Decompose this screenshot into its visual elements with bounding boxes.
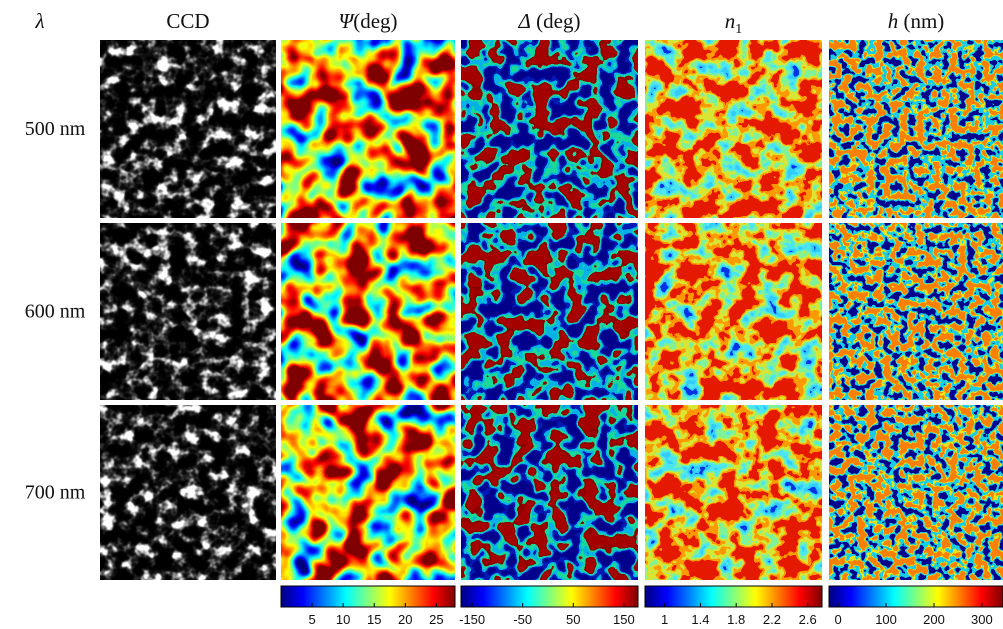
image-panel (281, 40, 455, 218)
colorbar-tick-label: 15 (367, 612, 381, 627)
colorbar-tick-label: 25 (429, 612, 443, 627)
colorbar-tick-label: 2.6 (799, 612, 817, 627)
image-panel (100, 405, 276, 580)
image-panel (281, 223, 455, 400)
image-panel (829, 223, 1003, 400)
colorbar (280, 585, 456, 608)
column-header: CCD (166, 9, 209, 33)
image-panel (829, 405, 1003, 580)
column-unit: CCD (166, 9, 209, 33)
colorbar-tick-label: 20 (398, 612, 412, 627)
column-symbol: n (725, 9, 736, 33)
colorbar-tick-label: 200 (923, 612, 945, 627)
row-label: 700 nm (25, 482, 86, 504)
colorbar-tick-label: 5 (308, 612, 315, 627)
column-unit: (deg) (531, 9, 581, 33)
image-panel (645, 40, 822, 218)
colorbar-tick-label: 50 (566, 612, 580, 627)
colorbar-tick-label: 2.2 (763, 612, 781, 627)
colorbar-tick-label: -150 (459, 612, 485, 627)
colorbar-tick-label: 1.4 (691, 612, 709, 627)
column-symbol: Ψ (338, 9, 355, 33)
column-symbol: h (888, 9, 899, 33)
colorbar-tick-label: 0 (834, 612, 841, 627)
colorbar (460, 585, 639, 608)
column-header: h (nm) (888, 9, 945, 33)
colorbar-tick-label: 1 (661, 612, 668, 627)
row-label: 500 nm (25, 118, 86, 140)
colorbar-tick-label: 1.8 (727, 612, 745, 627)
column-symbol: Δ (518, 9, 531, 33)
image-panel (461, 40, 638, 218)
colorbar-tick-label: 150 (613, 612, 635, 627)
column-header: Δ (deg) (518, 9, 581, 33)
row-label: 600 nm (25, 301, 86, 323)
colorbar-tick-label: -50 (513, 612, 532, 627)
image-panel (645, 223, 822, 400)
image-panel (645, 405, 822, 580)
wavelength-symbol: λ (34, 9, 44, 33)
column-unit: (deg) (353, 9, 397, 33)
image-panel (100, 40, 276, 218)
colorbar-tick-label: 100 (875, 612, 897, 627)
image-panel (461, 223, 638, 400)
image-panel (461, 405, 638, 580)
colorbar (644, 585, 823, 608)
column-subscript: 1 (735, 22, 742, 37)
image-panel (829, 40, 1003, 218)
column-unit: (nm) (898, 9, 944, 33)
column-header: n1 (725, 9, 743, 37)
image-panel (281, 405, 455, 580)
column-header: Ψ(deg) (338, 9, 397, 33)
image-panel (100, 223, 276, 400)
colorbar (828, 585, 1003, 608)
colorbar-tick-label: 10 (336, 612, 350, 627)
colorbar-tick-label: 300 (971, 612, 993, 627)
